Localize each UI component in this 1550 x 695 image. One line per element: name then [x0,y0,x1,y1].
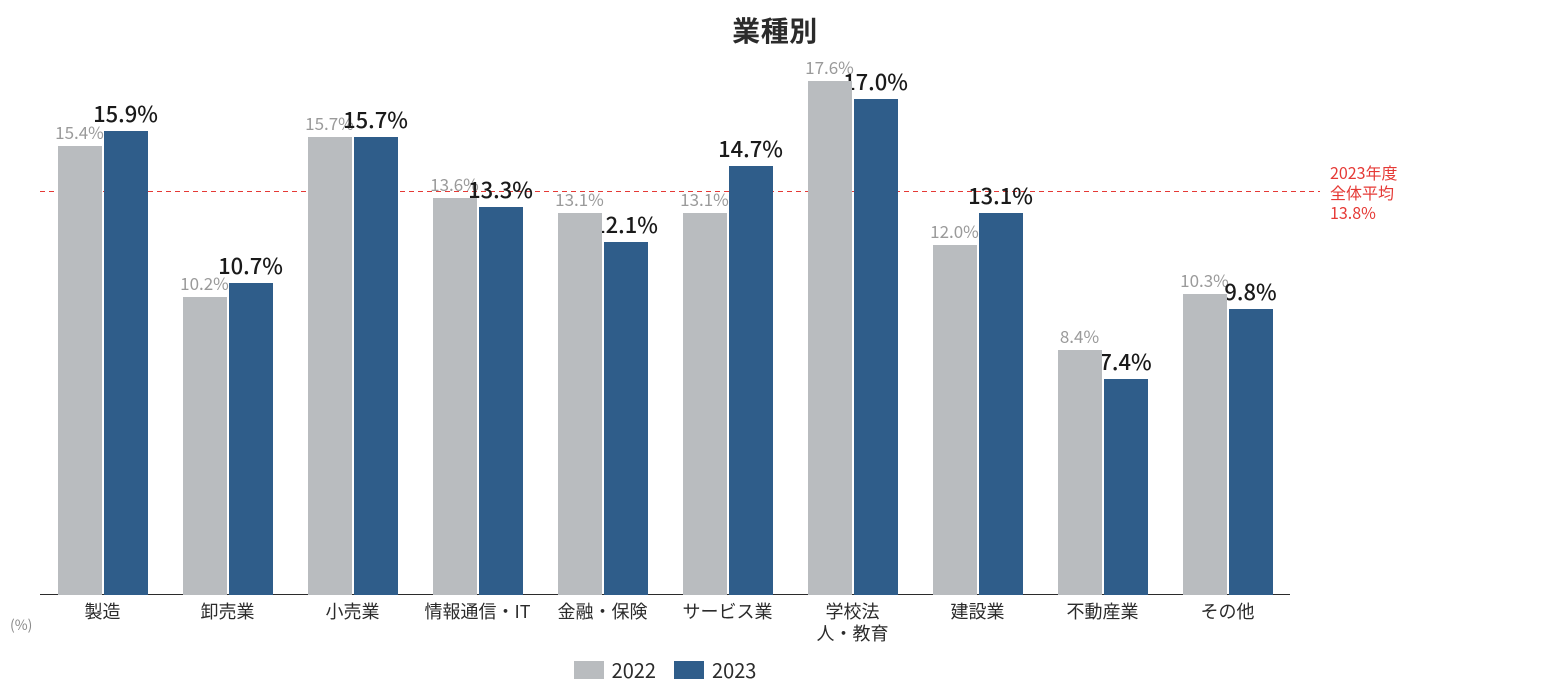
category-label: 製造 [40,595,165,623]
bar-groups: 15.4%15.9%製造10.2%10.7%卸売業15.7%15.7%小売業13… [40,55,1290,595]
bar-group: 13.1%12.1%金融・保険 [540,55,665,595]
bar-2023 [354,137,398,595]
bar-2022 [933,245,977,595]
legend-item-2022: 2022 [574,655,656,684]
bar-group: 10.3%9.8%その他 [1165,55,1290,595]
category-label: 学校法 人・教育 [790,595,915,644]
chart-container: 業種別 2023年度 全体平均 13.8% 15.4%15.9%製造10.2%1… [0,0,1550,695]
bar-group: 13.6%13.3%情報通信・IT [415,55,540,595]
bar-pair [683,55,773,595]
legend: 2022 2023 [40,655,1290,684]
bar-group: 8.4%7.4%不動産業 [1040,55,1165,595]
legend-label: 2022 [612,655,656,684]
bar-pair [183,55,273,595]
bar-2023 [729,166,773,595]
bar-2022 [558,213,602,595]
bar-2022 [308,137,352,595]
plot-area: 2023年度 全体平均 13.8% 15.4%15.9%製造10.2%10.7%… [40,55,1290,595]
bar-2023 [1104,379,1148,595]
bar-2022 [1058,350,1102,595]
bar-pair [58,55,148,595]
category-label: サービス業 [665,595,790,623]
bar-pair [808,55,898,595]
bar-2023 [479,207,523,595]
bar-2023 [104,131,148,595]
bar-2022 [183,297,227,595]
bar-group: 17.6%17.0%学校法 人・教育 [790,55,915,595]
bar-pair [433,55,523,595]
y-axis-unit-label: (%) [10,615,32,635]
legend-item-2023: 2023 [674,655,756,684]
chart-title: 業種別 [0,10,1550,50]
bar-pair [558,55,648,595]
category-label: 建設業 [915,595,1040,623]
category-label: 小売業 [290,595,415,623]
legend-swatch-2023 [674,661,704,679]
bar-group: 10.2%10.7%卸売業 [165,55,290,595]
bar-2023 [854,99,898,595]
category-label: 不動産業 [1040,595,1165,623]
category-label: その他 [1165,595,1290,623]
bar-2022 [433,198,477,595]
bar-group: 15.4%15.9%製造 [40,55,165,595]
category-label: 金融・保険 [540,595,665,623]
bar-2023 [1229,309,1273,595]
bar-2023 [979,213,1023,595]
bar-group: 13.1%14.7%サービス業 [665,55,790,595]
bar-2023 [604,242,648,595]
bar-pair [933,55,1023,595]
bar-group: 12.0%13.1%建設業 [915,55,1040,595]
bar-pair [1183,55,1273,595]
bar-2023 [229,283,273,595]
bar-2022 [808,81,852,595]
bar-pair [1058,55,1148,595]
bar-2022 [683,213,727,595]
bar-2022 [1183,294,1227,595]
bar-pair [308,55,398,595]
bar-group: 15.7%15.7%小売業 [290,55,415,595]
legend-swatch-2022 [574,661,604,679]
bar-2022 [58,146,102,596]
legend-label: 2023 [712,655,756,684]
category-label: 卸売業 [165,595,290,623]
reference-line-label: 2023年度 全体平均 13.8% [1330,162,1398,222]
category-label: 情報通信・IT [415,595,540,623]
